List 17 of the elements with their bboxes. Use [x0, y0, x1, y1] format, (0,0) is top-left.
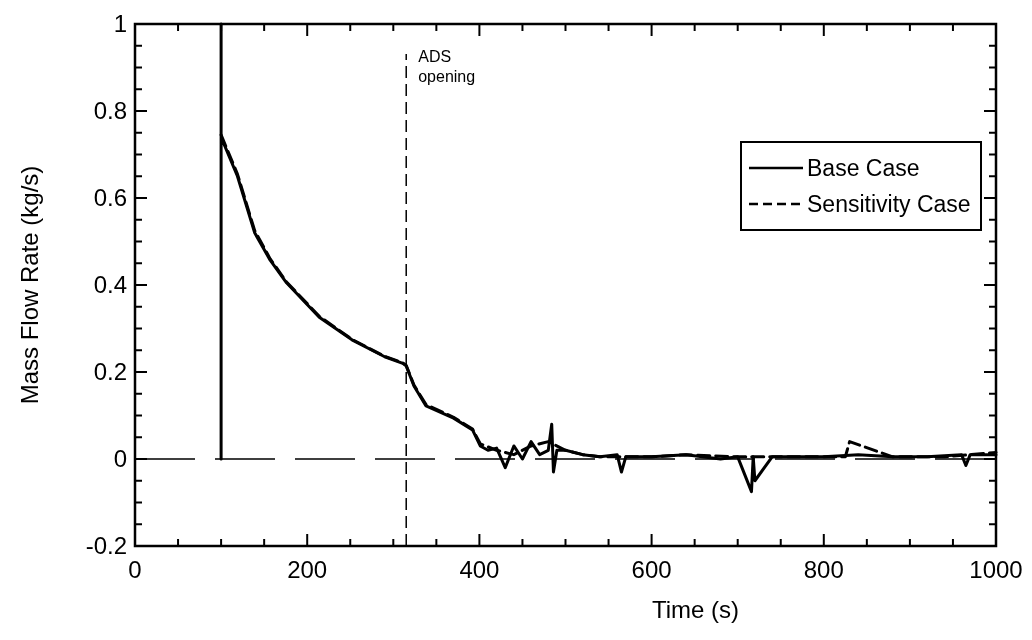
ref-line-label: ADS opening [418, 48, 476, 85]
y-axis-title: Mass Flow Rate (kg/s) [16, 165, 43, 405]
legend-label: Base Case [807, 155, 920, 181]
x-axis-title: Time (s) [651, 596, 740, 623]
x-tick-label: 1000 [969, 556, 1023, 583]
y-tick-label: 0.6 [93, 184, 127, 211]
y-tick-label: 0 [113, 445, 127, 472]
x-tick-label: 600 [631, 556, 672, 583]
y-tick-label: 1 [113, 10, 127, 37]
x-tick-label: 200 [287, 556, 328, 583]
y-tick-label: 0.8 [93, 97, 127, 124]
y-tick-label: -0.2 [85, 532, 127, 559]
x-tick-label: 800 [803, 556, 844, 583]
legend-label: Sensitivity Case [807, 191, 971, 217]
x-tick-label: 400 [459, 556, 500, 583]
y-tick-label: 0.2 [93, 358, 127, 385]
y-tick-label: 0.4 [93, 271, 127, 298]
